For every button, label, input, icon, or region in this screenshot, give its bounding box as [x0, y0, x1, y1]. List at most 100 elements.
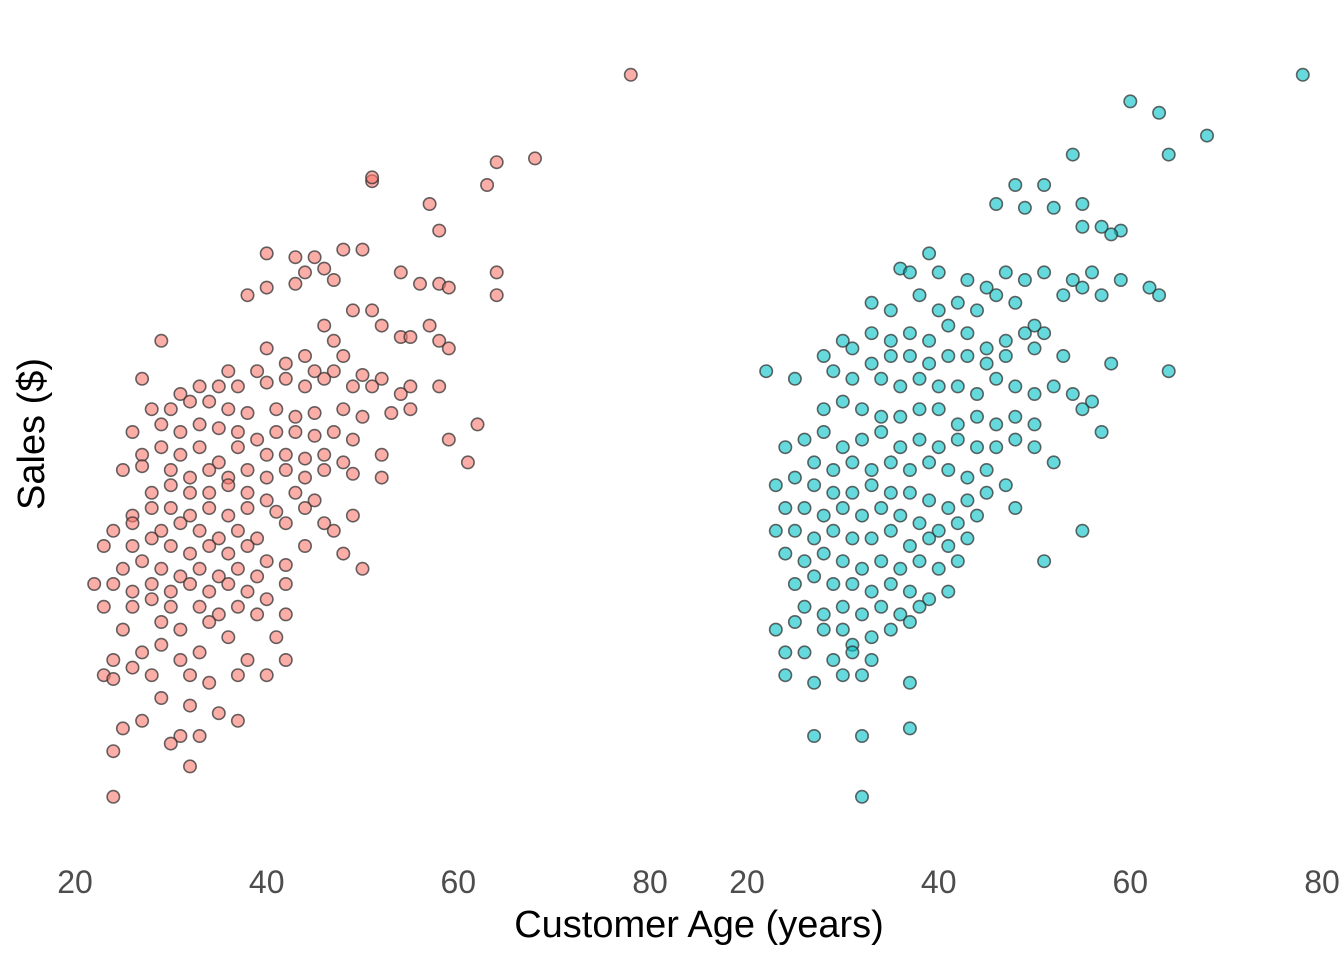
data-point	[259, 246, 274, 261]
data-point	[835, 500, 850, 515]
data-point	[269, 504, 284, 519]
data-point	[922, 246, 937, 261]
data-point	[240, 288, 255, 303]
data-point	[1056, 288, 1071, 303]
data-point	[826, 462, 841, 477]
data-point	[902, 584, 917, 599]
data-point	[192, 728, 207, 743]
data-point	[902, 538, 917, 553]
data-point	[845, 485, 860, 500]
data-point	[950, 554, 965, 569]
data-point	[278, 652, 293, 667]
data-point	[154, 440, 169, 455]
data-point	[211, 569, 226, 584]
data-point	[269, 630, 284, 645]
data-point	[931, 561, 946, 576]
data-point	[768, 523, 783, 538]
data-point	[922, 333, 937, 348]
data-point	[211, 607, 226, 622]
data-point	[173, 569, 188, 584]
data-point	[163, 538, 178, 553]
data-point	[106, 744, 121, 759]
data-point	[835, 668, 850, 683]
data-point	[902, 721, 917, 736]
data-point	[902, 462, 917, 477]
data-point	[326, 523, 341, 538]
data-point	[374, 470, 389, 485]
data-point	[893, 508, 908, 523]
data-point	[422, 318, 437, 333]
data-point	[240, 538, 255, 553]
data-point	[902, 675, 917, 690]
data-point	[902, 326, 917, 341]
data-point	[163, 478, 178, 493]
data-point	[874, 371, 889, 386]
data-point	[998, 478, 1013, 493]
data-point	[969, 303, 984, 318]
data-point	[432, 379, 447, 394]
data-point	[950, 417, 965, 432]
data-point	[345, 379, 360, 394]
data-point	[278, 447, 293, 462]
data-point	[1104, 356, 1119, 371]
data-point	[115, 462, 130, 477]
data-point	[979, 356, 994, 371]
x-tick-label: 40	[249, 864, 285, 900]
data-point	[221, 364, 236, 379]
data-point	[835, 394, 850, 409]
data-point	[297, 348, 312, 363]
data-point	[183, 485, 198, 500]
data-point	[355, 561, 370, 576]
data-point	[173, 622, 188, 637]
data-point	[259, 447, 274, 462]
data-point	[211, 455, 226, 470]
data-point	[989, 440, 1004, 455]
data-point	[883, 576, 898, 591]
data-point	[441, 280, 456, 295]
data-point	[902, 348, 917, 363]
data-point	[1017, 272, 1032, 287]
data-point	[845, 455, 860, 470]
data-point	[922, 531, 937, 546]
data-point	[202, 538, 217, 553]
data-point	[125, 516, 140, 531]
data-point	[326, 272, 341, 287]
data-point	[845, 531, 860, 546]
data-point	[1027, 386, 1042, 401]
data-point	[183, 576, 198, 591]
data-point	[1075, 197, 1090, 212]
data-point	[1037, 326, 1052, 341]
data-point	[288, 485, 303, 500]
data-point	[979, 280, 994, 295]
data-point	[250, 364, 265, 379]
data-point	[250, 531, 265, 546]
data-point	[998, 333, 1013, 348]
data-point	[1037, 554, 1052, 569]
data-point	[941, 538, 956, 553]
data-point	[1046, 455, 1061, 470]
data-point	[960, 470, 975, 485]
data-point	[864, 356, 879, 371]
data-point	[106, 671, 121, 686]
data-point	[950, 295, 965, 310]
data-point	[183, 668, 198, 683]
data-point	[202, 584, 217, 599]
data-point	[1008, 379, 1023, 394]
data-point	[489, 288, 504, 303]
data-point	[384, 405, 399, 420]
data-point	[1027, 417, 1042, 432]
data-point	[202, 614, 217, 629]
data-point	[902, 265, 917, 280]
x-axis-ticks: 20 40 60 80 20 40 60 80	[57, 864, 1340, 900]
data-point	[412, 276, 427, 291]
data-point	[998, 265, 1013, 280]
data-point	[787, 371, 802, 386]
data-point	[87, 576, 102, 591]
data-point	[135, 447, 150, 462]
data-point	[480, 178, 495, 193]
data-point	[125, 660, 140, 675]
data-point	[307, 405, 322, 420]
data-point	[173, 386, 188, 401]
data-point	[1085, 394, 1100, 409]
